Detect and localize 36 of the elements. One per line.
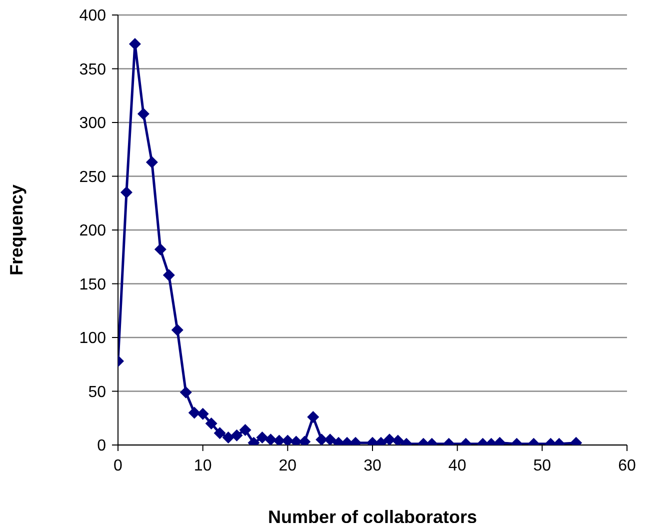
x-tick-label: 50 (533, 457, 552, 474)
x-tick-label: 60 (618, 457, 636, 474)
point (154, 243, 166, 256)
point (256, 431, 268, 444)
y-tick-label: 250 (79, 168, 106, 186)
point (120, 186, 132, 198)
y-axis-title: Frequency (6, 184, 26, 276)
point (137, 108, 150, 120)
point (171, 324, 184, 336)
x-tick-label: 10 (194, 457, 212, 474)
point (196, 408, 209, 420)
x-axis-title: Number of collaborators (268, 507, 478, 527)
point (392, 434, 404, 445)
point (264, 434, 277, 445)
point (222, 431, 234, 444)
point (239, 424, 252, 436)
y-tick-label: 150 (79, 276, 106, 294)
point (205, 418, 218, 430)
point (324, 434, 336, 445)
x-tick-label: 30 (364, 457, 382, 474)
y-tick-label: 300 (79, 115, 106, 132)
y-tick-label: 0 (97, 438, 106, 455)
point (146, 156, 158, 168)
x-tick-label: 0 (114, 457, 123, 474)
y-tick-label: 100 (79, 330, 106, 348)
y-tick-label: 50 (88, 384, 106, 401)
y-tick-label: 350 (79, 61, 106, 78)
y-tick-label: 400 (79, 8, 106, 25)
point (162, 269, 175, 282)
point (188, 406, 200, 419)
point (180, 386, 192, 398)
x-tick-label: 20 (278, 457, 297, 474)
point (383, 434, 396, 445)
point (230, 429, 243, 442)
y-tick-label: 200 (79, 222, 106, 240)
x-tick-label: 40 (448, 457, 466, 474)
